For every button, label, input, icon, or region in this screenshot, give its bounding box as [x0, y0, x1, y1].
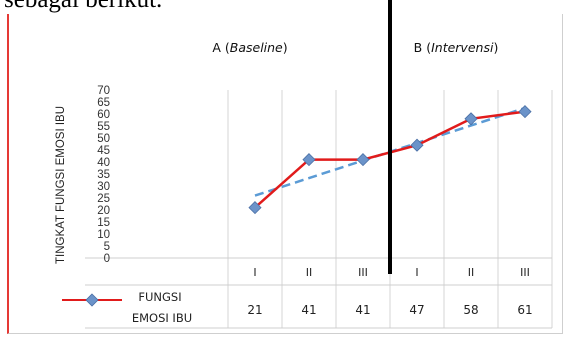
table-value: 41: [355, 303, 370, 317]
x-tick-label: I: [415, 266, 418, 279]
gridlines: [85, 90, 553, 329]
y-tick-label: 5: [104, 241, 110, 253]
y-tick-label: 70: [97, 85, 110, 97]
phase-labels: A (Baseline) B (Intervensi): [212, 40, 498, 55]
y-tick-label: 10: [97, 229, 110, 241]
y-tick-label: 45: [97, 145, 110, 157]
y-tick-label: 60: [97, 109, 110, 121]
y-tick-label: 40: [97, 157, 110, 169]
legend-marker: [85, 293, 99, 307]
phase-label: B (Intervensi): [414, 40, 499, 55]
table-value: 41: [301, 303, 316, 317]
y-tick-label: 35: [97, 169, 110, 181]
x-tick-label: I: [253, 266, 256, 279]
x-tick-label: III: [520, 266, 530, 279]
data-point: [248, 201, 262, 215]
data-point: [356, 153, 370, 167]
table-value: 47: [409, 303, 424, 317]
y-tick-label: 50: [97, 133, 110, 145]
y-tick-label: 65: [97, 97, 110, 109]
chart-frame: [7, 14, 563, 334]
x-tick-label: II: [306, 266, 313, 279]
table-value: 58: [463, 303, 478, 317]
data-point: [518, 105, 532, 119]
data-point: [464, 112, 478, 126]
x-tick-label: III: [358, 266, 368, 279]
y-tick-label: 15: [97, 217, 110, 229]
y-tick-label: 0: [104, 253, 110, 265]
data-point: [302, 153, 316, 167]
y-axis-label: TINGKAT FUNGSI EMOSI IBU: [55, 106, 67, 264]
y-tick-label: 30: [97, 181, 110, 193]
x-tick-label: II: [468, 266, 475, 279]
page-top-text: sebagai berikut.: [4, 0, 162, 14]
table-value: 21: [247, 303, 262, 317]
y-tick-label: 55: [97, 121, 110, 133]
legend-label-line2: EMOSI IBU: [132, 311, 192, 325]
legend-label-line1: FUNGSI: [138, 290, 181, 304]
table-value: 61: [517, 303, 532, 317]
data-point: [410, 138, 424, 152]
y-tick-label: 20: [97, 205, 110, 217]
y-tick-label: 25: [97, 193, 110, 205]
phase-label: A (Baseline): [212, 40, 287, 55]
